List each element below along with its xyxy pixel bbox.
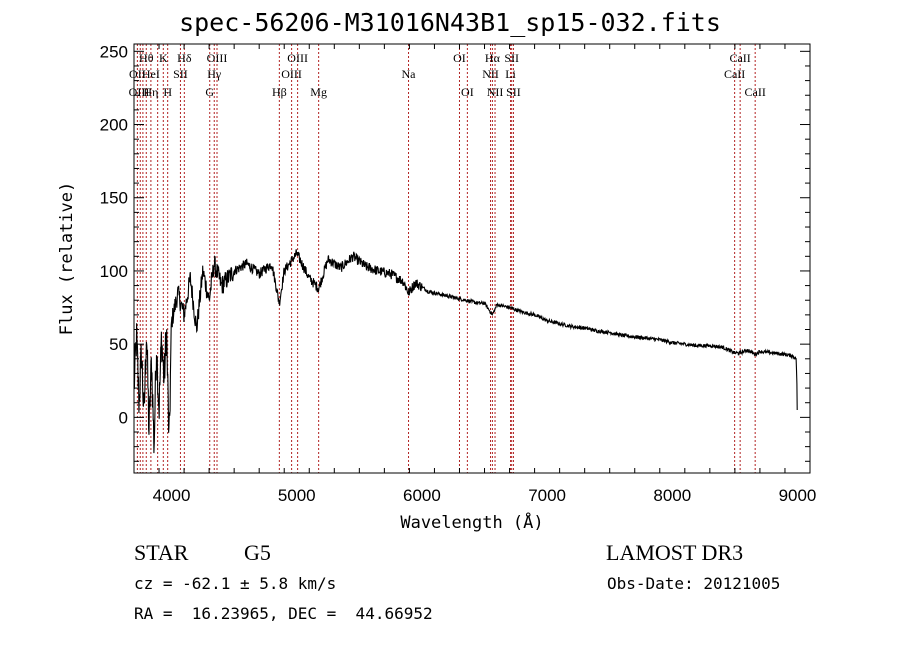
line-label: Hβ: [272, 85, 287, 99]
object-class: STAR: [134, 540, 189, 565]
x-axis-label: Wavelength (Å): [400, 511, 543, 533]
x-tick-label: 9000: [779, 486, 817, 505]
line-label: CaII: [745, 85, 766, 99]
line-label: CaII: [724, 67, 745, 81]
spectrum-line: [133, 249, 798, 454]
y-tick-label: 150: [100, 189, 128, 208]
x-tick-label: 5000: [278, 486, 316, 505]
line-label: Hγ: [207, 67, 222, 81]
line-label: Li: [505, 67, 516, 81]
line-label: OIII: [207, 51, 228, 65]
line-markers: [136, 44, 756, 473]
x-tick-label: 7000: [528, 486, 566, 505]
x-tick-label: 4000: [153, 486, 191, 505]
series-layer: [133, 249, 798, 454]
x-tick-label: 6000: [403, 486, 441, 505]
survey-name: LAMOST DR3: [606, 540, 744, 565]
axes: 4000 5000 6000 7000 8000 9000 0 50 100 150 200 250 W…: [57, 42, 816, 533]
line-label: SII: [504, 51, 519, 65]
line-label: G: [205, 85, 214, 99]
y-tick-label: 50: [109, 335, 128, 354]
line-label: OI: [461, 85, 474, 99]
chart-title: spec-56206-M31016N43B1_sp15-032.fits: [179, 8, 721, 37]
line-label: Hα: [485, 51, 501, 65]
line-label: NII: [482, 67, 499, 81]
line-label: CaII: [729, 51, 750, 65]
redshift-text: cz = -62.1 ± 5.8 km/s: [134, 574, 337, 593]
line-label: K: [159, 51, 168, 65]
y-tick-label: 100: [100, 262, 128, 281]
object-subclass: G5: [244, 540, 271, 565]
line-label: Mg: [310, 85, 327, 99]
line-label: SII: [173, 67, 188, 81]
obs-date: Obs-Date: 20121005: [607, 574, 781, 593]
y-tick-label: 250: [100, 42, 128, 61]
line-label: NII: [487, 85, 504, 99]
plot-frame: [133, 43, 811, 474]
y-axis-label: Flux (relative): [57, 182, 77, 336]
line-label: OIII: [287, 51, 308, 65]
y-tick-label: 0: [119, 408, 128, 427]
coordinates: RA = 16.23965, DEC = 44.66952: [134, 604, 433, 623]
line-label: HeI: [142, 67, 160, 81]
line-label: Na: [402, 67, 417, 81]
line-label: OIII: [281, 67, 302, 81]
line-label: Hδ: [177, 51, 192, 65]
y-tick-label: 200: [100, 116, 128, 135]
line-label: OII: [129, 67, 146, 81]
line-label: SII: [506, 85, 521, 99]
line-label: Hη: [143, 85, 158, 99]
line-label: OI: [453, 51, 466, 65]
line-label: H: [163, 85, 172, 99]
x-tick-label: 8000: [653, 486, 691, 505]
line-label: Hθ: [139, 51, 154, 65]
